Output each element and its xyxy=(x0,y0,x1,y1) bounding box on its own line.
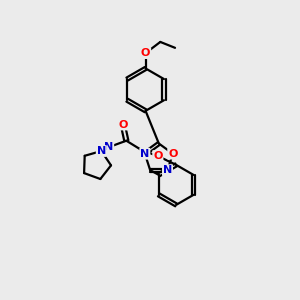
Text: O: O xyxy=(118,119,128,130)
Text: O: O xyxy=(168,149,178,159)
Text: N: N xyxy=(97,146,106,156)
Text: O: O xyxy=(153,151,163,161)
Text: N: N xyxy=(104,142,113,152)
Text: N: N xyxy=(163,165,172,175)
Text: N: N xyxy=(140,149,149,159)
Text: O: O xyxy=(141,48,150,58)
